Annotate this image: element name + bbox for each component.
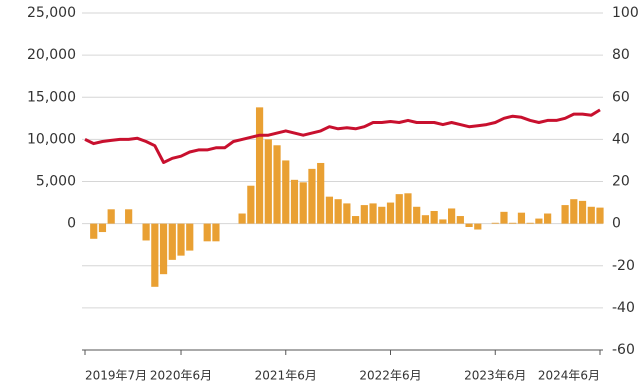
bar	[334, 199, 342, 224]
bar	[107, 209, 115, 224]
bar	[474, 223, 482, 230]
bar	[282, 160, 290, 224]
bar	[299, 182, 307, 224]
bar	[369, 203, 377, 224]
bar	[360, 205, 368, 224]
x-tick-label: 2020年6月	[150, 369, 212, 383]
y2-tick-label: -20	[612, 258, 635, 274]
bar	[98, 223, 107, 233]
bar	[535, 218, 543, 224]
bar	[90, 223, 98, 239]
y2-tick-label: 100	[612, 5, 639, 21]
bar	[509, 222, 517, 224]
x-tick-label: 2021年6月	[255, 369, 317, 383]
y-tick-label: 5,000	[36, 174, 76, 190]
bar	[203, 223, 211, 242]
bar	[544, 213, 552, 224]
x-tick-label: 2019年7月	[85, 369, 147, 383]
bar	[526, 222, 534, 224]
y-tick-label: 20,000	[27, 47, 76, 63]
bar	[456, 216, 464, 224]
x-tick-label: 2023年6月	[464, 369, 526, 383]
bar	[159, 223, 168, 275]
bar	[290, 179, 299, 224]
bar	[395, 194, 403, 224]
bar	[325, 196, 334, 224]
bar	[142, 223, 150, 241]
y-tick-label: 0	[67, 216, 76, 232]
bar	[596, 207, 604, 224]
bar	[413, 206, 421, 224]
bar	[517, 212, 526, 224]
y2-tick-label: 0	[612, 216, 621, 232]
bar	[570, 199, 578, 224]
bar	[561, 205, 569, 224]
bar	[264, 139, 272, 224]
y2-tick-label: 20	[612, 174, 630, 190]
bar	[308, 168, 316, 224]
bar	[439, 219, 447, 224]
line	[84, 108, 601, 164]
y2-tick-label: 80	[612, 47, 630, 63]
y-tick-label: 25,000	[27, 5, 76, 21]
bar	[151, 223, 159, 287]
bar	[500, 211, 508, 224]
bar	[578, 200, 587, 224]
x-tick-label: 2022年6月	[359, 369, 421, 383]
bar	[448, 208, 456, 224]
bar	[404, 193, 412, 224]
bar	[273, 145, 281, 224]
bar	[247, 185, 255, 224]
y2-tick-label: 40	[612, 131, 630, 147]
bar	[255, 107, 264, 224]
bar	[177, 223, 185, 256]
y-tick-label: 10,000	[27, 131, 76, 147]
bar	[186, 223, 194, 251]
bar	[491, 222, 499, 224]
bar	[317, 162, 325, 224]
bar	[378, 206, 386, 224]
bar	[168, 223, 176, 260]
bar	[386, 202, 395, 224]
bar	[430, 210, 438, 224]
y2-tick-label: -40	[612, 300, 635, 316]
y-tick-label: 15,000	[27, 89, 76, 105]
y2-tick-label: -60	[612, 342, 635, 358]
bar	[125, 209, 133, 224]
bar	[238, 213, 246, 224]
bar	[587, 206, 595, 224]
bar	[351, 216, 360, 224]
bar	[421, 215, 430, 224]
bar	[465, 223, 473, 227]
bar	[212, 223, 220, 242]
x-tick-label: 2024年6月	[538, 369, 600, 383]
y2-tick-label: 60	[612, 89, 630, 105]
bar	[343, 203, 351, 224]
